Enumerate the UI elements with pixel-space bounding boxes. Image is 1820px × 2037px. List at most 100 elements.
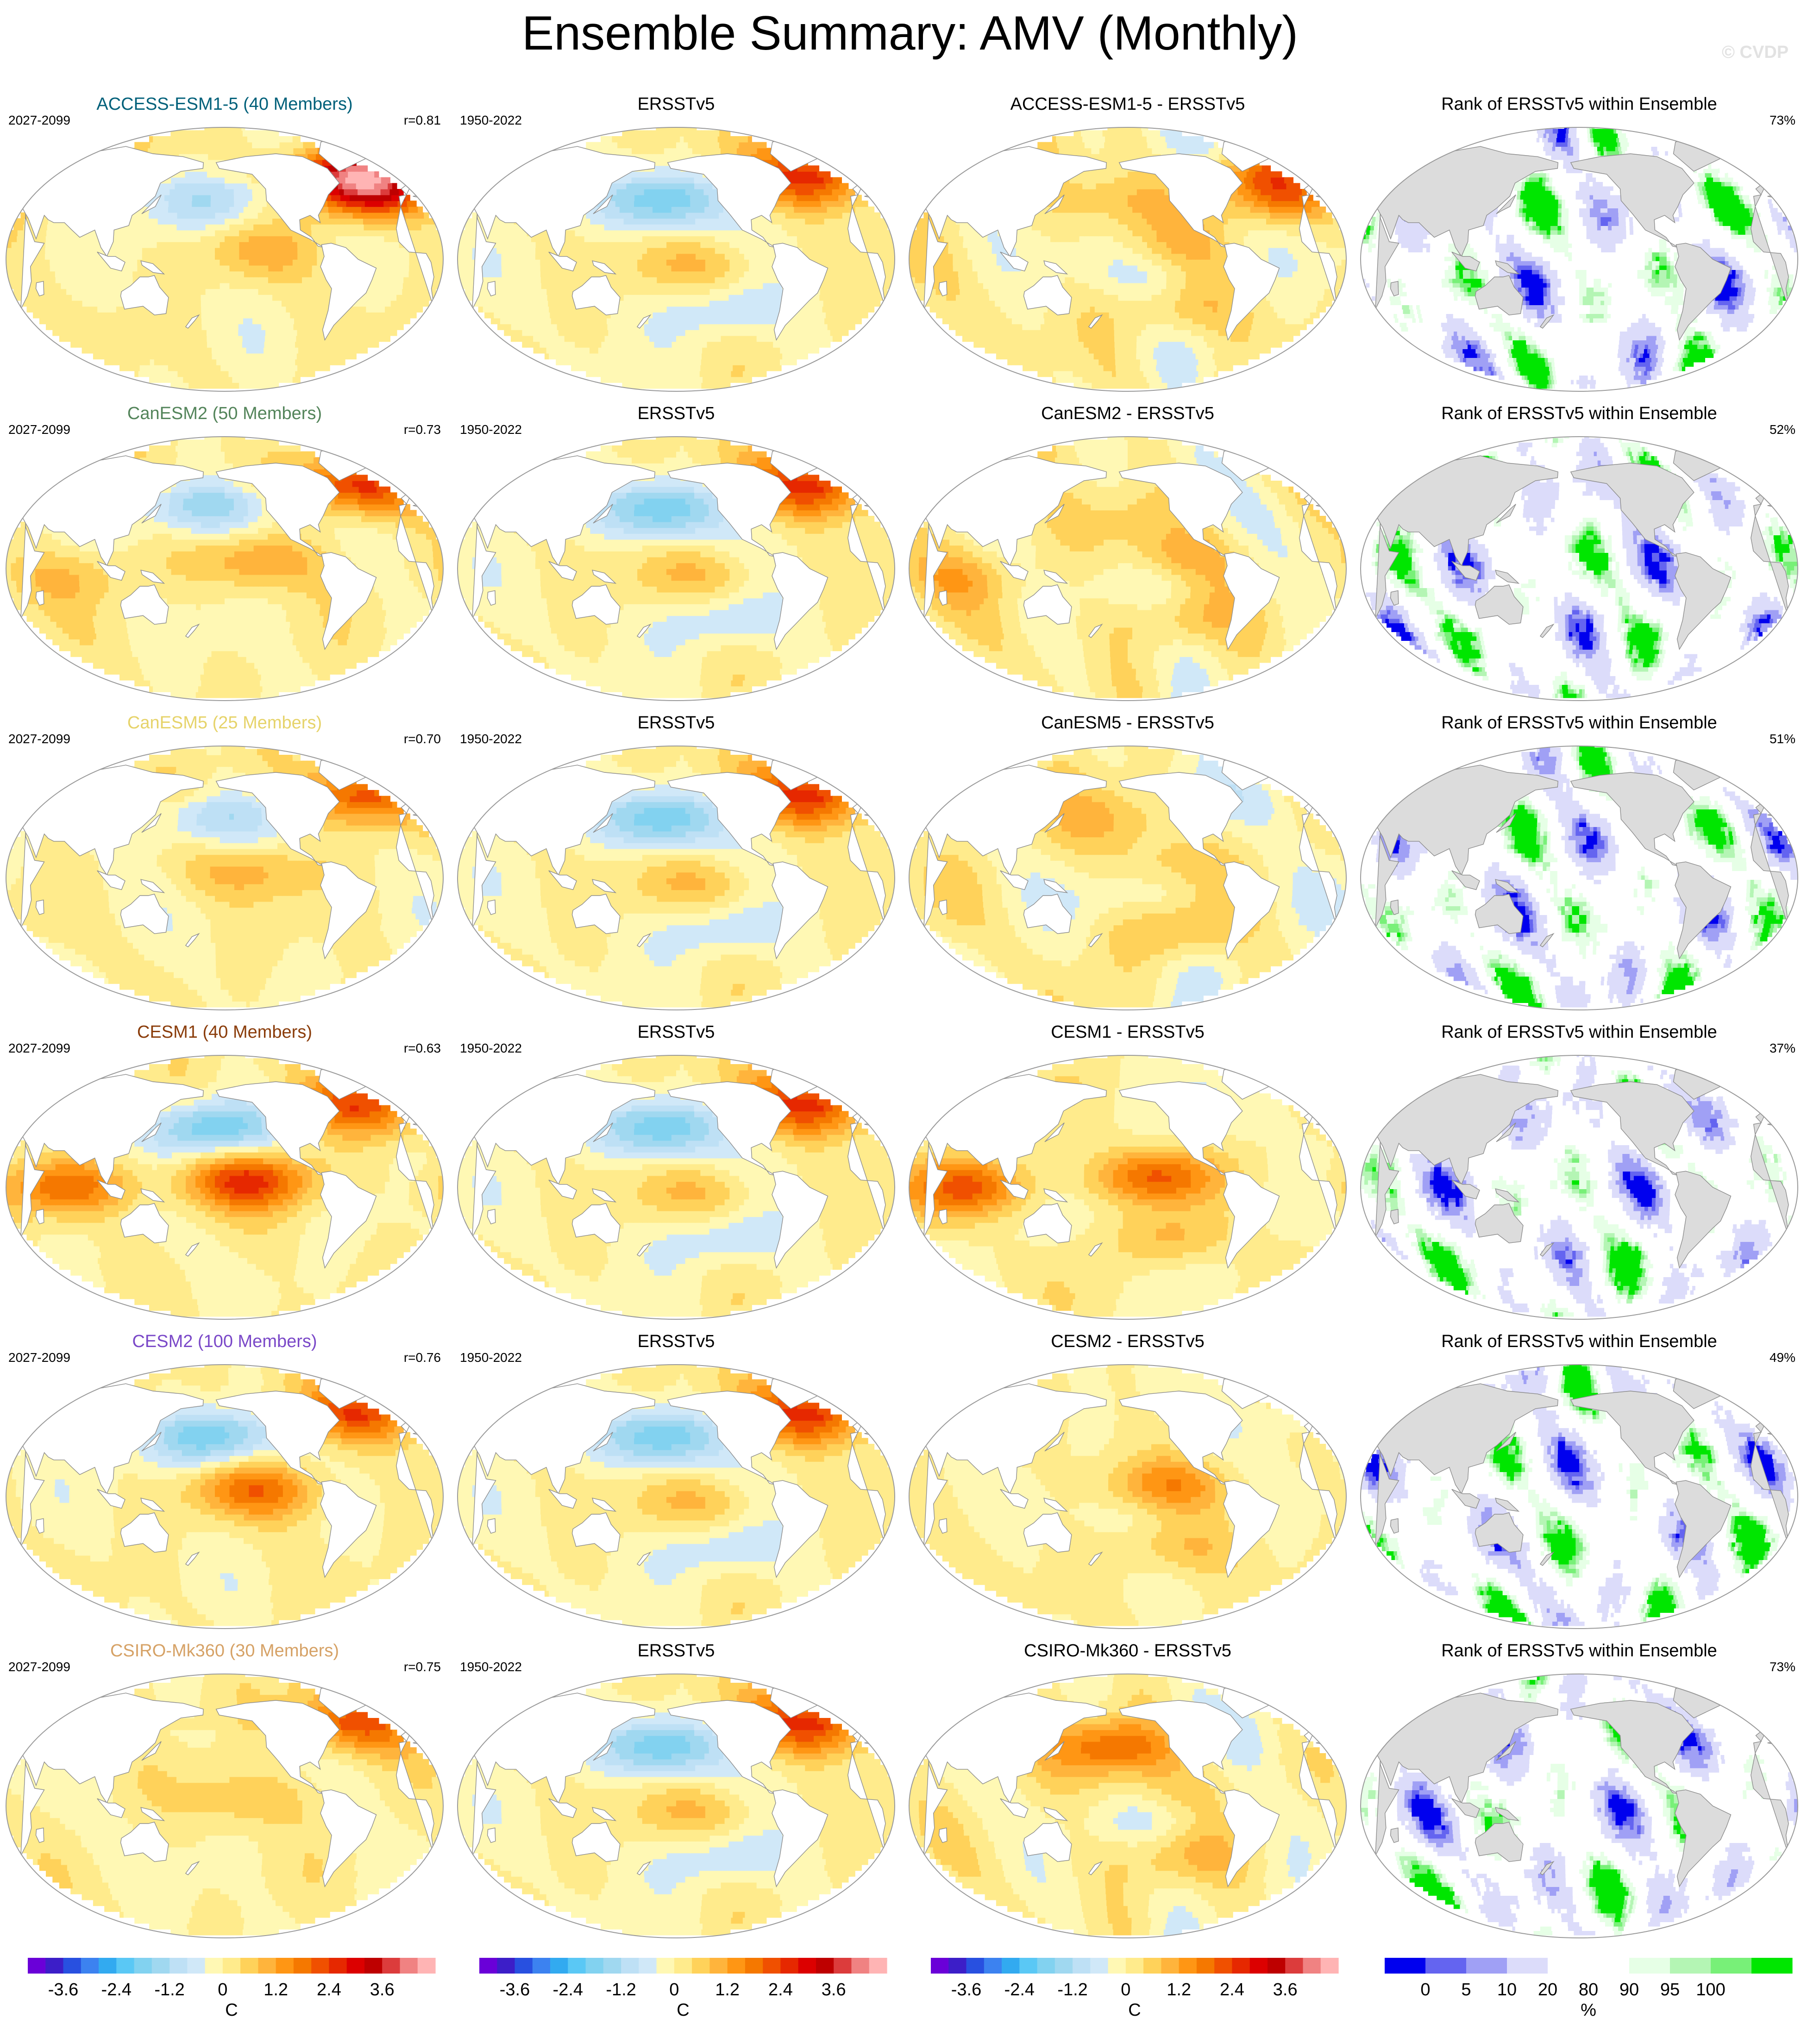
colorbar-swatch <box>134 1958 152 1974</box>
difference-map <box>905 744 1350 1012</box>
colorbar-swatch <box>780 1958 798 1974</box>
map-panel-rank: Rank of ERSSTv5 within Ensemble 73% <box>1355 1639 1804 1936</box>
map-panel-observation: ERSSTv5 1950-2022 <box>452 402 901 698</box>
colorbar-swatch <box>205 1958 223 1974</box>
colorbar-swatch <box>692 1958 710 1974</box>
colorbar-swatch <box>1232 1958 1250 1974</box>
colorbar-tick-label: -3.6 <box>500 1980 530 2000</box>
observation-panel-title: ERSSTv5 <box>452 1639 901 1662</box>
colorbar-swatch <box>364 1958 383 1974</box>
map-panel-model: CanESM5 (25 Members) 2027-2099 r=0.70 <box>0 711 449 1008</box>
colorbar-swatch <box>657 1958 675 1974</box>
colorbar-swatch <box>1466 1958 1507 1974</box>
colorbar-swatch <box>984 1958 1002 1974</box>
colorbar-tick-label: -1.2 <box>606 1980 636 2000</box>
colorbar-swatch <box>966 1958 985 1974</box>
map-panel-difference: CESM2 - ERSSTv5 <box>903 1330 1352 1626</box>
colorbar-tick-label: -2.4 <box>101 1980 132 2000</box>
difference-panel-title: ACCESS-ESM1-5 - ERSSTv5 <box>903 93 1352 116</box>
observation-panel-title: ERSSTv5 <box>452 711 901 734</box>
rank-map <box>1357 1053 1801 1322</box>
colorbar-swatch <box>169 1958 188 1974</box>
colorbar-swatch <box>28 1958 46 1974</box>
colorbar-swatch <box>852 1958 870 1974</box>
colorbar-swatch <box>258 1958 276 1974</box>
model-map <box>2 1362 447 1631</box>
colorbar-tick-label: -1.2 <box>1057 1980 1087 2000</box>
observation-panel-title: ERSSTv5 <box>452 402 901 425</box>
map-panel-difference: CESM1 - ERSSTv5 <box>903 1021 1352 1317</box>
colorbar-swatch <box>1037 1958 1055 1974</box>
observation-panel-title: ERSSTv5 <box>452 93 901 116</box>
rank-panel-title: Rank of ERSSTv5 within Ensemble <box>1355 711 1804 734</box>
map-panel-difference: CanESM2 - ERSSTv5 <box>903 402 1352 698</box>
colorbar-swatch <box>116 1958 134 1974</box>
colorbar-unit-label: % <box>1581 2000 1596 2020</box>
colorbar-swatch <box>798 1958 816 1974</box>
colorbar-swatch <box>603 1958 621 1974</box>
colorbar-swatch <box>1303 1958 1321 1974</box>
colorbar-tick-label: 20 <box>1538 1980 1557 2000</box>
model-panel-title: CanESM2 (50 Members) <box>0 402 449 425</box>
colorbar-swatch <box>479 1958 497 1974</box>
colorbar-model: -3.6 -2.4 -1.2 0 1.2 2.4 3.6 C <box>28 1958 435 2018</box>
colorbar-swatch <box>948 1958 966 1974</box>
map-panel-observation: ERSSTv5 1950-2022 <box>452 711 901 1008</box>
colorbar-swatch <box>1321 1958 1339 1974</box>
colorbar-swatch <box>834 1958 852 1974</box>
colorbar-swatch <box>1548 1958 1589 1974</box>
rank-panel-title: Rank of ERSSTv5 within Ensemble <box>1355 402 1804 425</box>
colorbar-tick-label: -3.6 <box>951 1980 981 2000</box>
model-map <box>2 744 447 1012</box>
colorbar-swatch <box>639 1958 657 1974</box>
map-panel-rank: Rank of ERSSTv5 within Ensemble 52% <box>1355 402 1804 698</box>
colorbar-swatch <box>1179 1958 1197 1974</box>
colorbar-swatch <box>1090 1958 1108 1974</box>
difference-map <box>905 125 1350 394</box>
colorbar-tick-label: -1.2 <box>154 1980 184 2000</box>
map-panel-observation: ERSSTv5 1950-2022 <box>452 1021 901 1317</box>
colorbar-tick-label: 0 <box>669 1980 679 2000</box>
colorbar-swatch <box>1588 1958 1630 1974</box>
colorbar-unit-label: C <box>1128 2000 1141 2020</box>
model-panel-title: ACCESS-ESM1-5 (40 Members) <box>0 93 449 116</box>
colorbar-swatch <box>1670 1958 1711 1974</box>
model-panel-title: CanESM5 (25 Members) <box>0 711 449 734</box>
colorbar-tick-label: -2.4 <box>1004 1980 1035 2000</box>
colorbar-swatch <box>1425 1958 1467 1974</box>
rank-panel-title: Rank of ERSSTv5 within Ensemble <box>1355 1330 1804 1353</box>
colorbar-swatch <box>1126 1958 1144 1974</box>
colorbar-model-swatches <box>28 1958 435 1976</box>
colorbar-swatch <box>152 1958 170 1974</box>
colorbar-swatch <box>1214 1958 1232 1974</box>
colorbar-swatch <box>1073 1958 1091 1974</box>
colorbar-tick-label: 3.6 <box>1273 1980 1298 2000</box>
observation-panel-title: ERSSTv5 <box>452 1330 901 1353</box>
colorbar-tick-label: 2.4 <box>768 1980 793 2000</box>
colorbar-tick-label: 3.6 <box>370 1980 395 2000</box>
map-panel-model: ACCESS-ESM1-5 (40 Members) 2027-2099 r=0.8… <box>0 93 449 389</box>
colorbar-swatch <box>515 1958 533 1974</box>
colorbar-tick-label: 10 <box>1497 1980 1517 2000</box>
colorbar-swatch <box>63 1958 82 1974</box>
map-panel-rank: Rank of ERSSTv5 within Ensemble 73% <box>1355 93 1804 389</box>
rank-panel-title: Rank of ERSSTv5 within Ensemble <box>1355 93 1804 116</box>
colorbar-difference: -3.6 -2.4 -1.2 0 1.2 2.4 3.6 C <box>931 1958 1338 2018</box>
colorbar-swatch <box>1002 1958 1020 1974</box>
colorbar-rank-swatches <box>1385 1958 1792 1976</box>
colorbar-tick-label: 80 <box>1579 1980 1598 2000</box>
difference-panel-title: CanESM5 - ERSSTv5 <box>903 711 1352 734</box>
map-panel-rank: Rank of ERSSTv5 within Ensemble 51% <box>1355 711 1804 1008</box>
colorbar-unit-label: C <box>677 2000 689 2020</box>
rank-map <box>1357 434 1801 703</box>
map-panel-observation: ERSSTv5 1950-2022 <box>452 1330 901 1626</box>
observation-map <box>454 1672 898 1940</box>
map-panel-model: CanESM2 (50 Members) 2027-2099 r=0.73 <box>0 402 449 698</box>
colorbar-swatch <box>1108 1958 1126 1974</box>
map-panel-rank: Rank of ERSSTv5 within Ensemble 37% <box>1355 1021 1804 1317</box>
difference-panel-title: CESM2 - ERSSTv5 <box>903 1330 1352 1353</box>
colorbar-swatch <box>1629 1958 1670 1974</box>
map-panel-difference: ACCESS-ESM1-5 - ERSSTv5 <box>903 93 1352 389</box>
colorbar-swatch <box>329 1958 347 1974</box>
colorbar-tick-label: 90 <box>1619 1980 1639 2000</box>
